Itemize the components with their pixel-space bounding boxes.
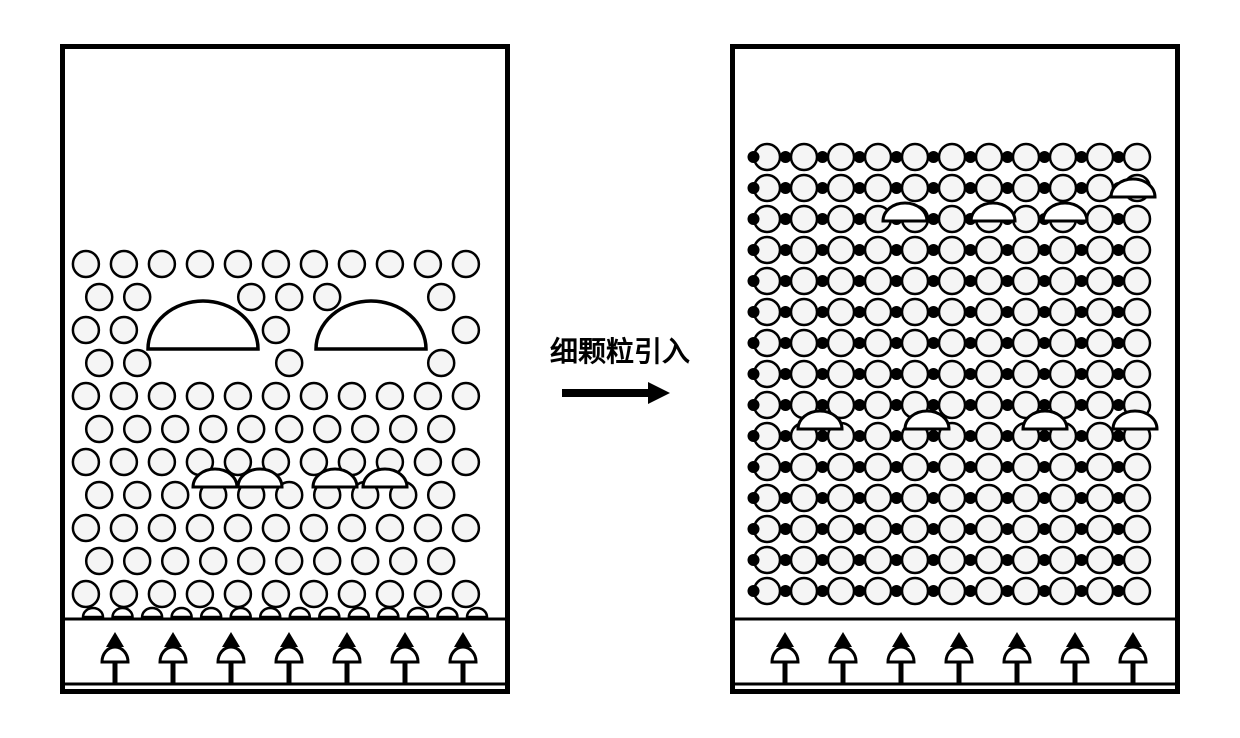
transition-label: 细颗粒引入 — [550, 330, 690, 370]
transition-section: 细颗粒引入 — [550, 330, 690, 408]
left-reactor-box — [60, 44, 510, 694]
right-reactor-box — [730, 44, 1180, 694]
left-diagram-svg — [65, 49, 505, 689]
transition-arrow — [560, 378, 680, 408]
right-diagram-svg — [735, 49, 1175, 689]
